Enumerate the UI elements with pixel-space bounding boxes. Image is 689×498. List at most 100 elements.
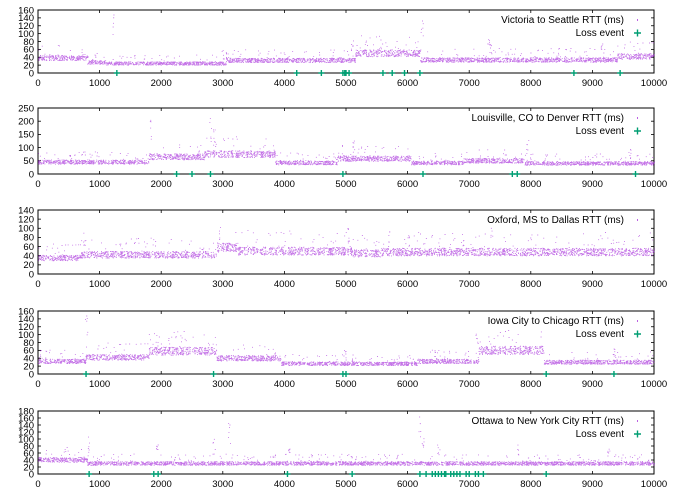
rtt-points (38, 315, 655, 366)
y-tick-label: 50 (23, 156, 34, 167)
loss-event-marker (189, 171, 195, 177)
loss-event-marker (389, 70, 396, 76)
y-tick-label: 250 (18, 103, 34, 114)
loss-event-marker (617, 70, 624, 76)
x-tick-label: 10000 (641, 179, 667, 190)
y-tick-label: 100 (18, 434, 34, 445)
loss-event-marker (543, 371, 550, 377)
x-tick-label: 3000 (212, 179, 233, 190)
loss-event-marker (456, 471, 463, 477)
y-tick-label: 20 (23, 60, 34, 71)
y-tick-label: 140 (18, 420, 34, 431)
chart-panel-5: 0 1000 2000 3000 4000 5000 6000 7000 8000 9000 100… (18, 406, 667, 490)
x-tick-label: 8000 (520, 179, 541, 190)
legend-rtt-label: Ottawa to New York City RTT (ms) (472, 416, 624, 427)
x-tick-label: 3000 (212, 379, 233, 390)
y-tick-label: 140 (18, 13, 34, 24)
rtt-points (38, 14, 655, 66)
y-tick-label: 160 (18, 413, 34, 424)
loss-event-marker (293, 70, 300, 76)
rtt-points (38, 416, 655, 466)
x-tick-label: 1000 (89, 379, 110, 390)
legend-rtt-label: Louisville, CO to Denver RTT (ms) (472, 113, 624, 124)
x-tick-label: 8000 (520, 279, 541, 290)
loss-event-marker (155, 471, 162, 477)
loss-event-marker (318, 70, 325, 76)
x-tick-label: 6000 (397, 179, 418, 190)
y-tick-label: 40 (23, 455, 34, 466)
loss-event-marker (543, 471, 550, 477)
y-tick-label: 140 (18, 205, 34, 216)
y-tick-label: 150 (18, 130, 34, 141)
y-tick-label: 40 (23, 251, 34, 262)
loss-event-marker (349, 471, 356, 477)
x-tick-label: 5000 (335, 179, 356, 190)
x-tick-label: 5000 (335, 279, 356, 290)
legend-rtt-label: Oxford, MS to Dallas RTT (ms) (487, 215, 624, 226)
x-tick-label: 0 (35, 179, 40, 190)
x-tick-label: 4000 (274, 479, 295, 490)
loss-event-marker (339, 171, 346, 177)
x-tick-label: 5000 (335, 78, 356, 89)
y-tick-label: 160 (18, 5, 34, 16)
x-tick-label: 0 (35, 379, 40, 390)
y-tick-label: 120 (18, 322, 34, 333)
loss-event-marker (423, 471, 430, 477)
y-tick-label: 100 (18, 143, 34, 154)
x-tick-label: 1000 (89, 479, 110, 490)
y-tick-label: 60 (23, 346, 34, 357)
legend-loss-swatch (634, 430, 641, 438)
y-tick-label: 60 (23, 242, 34, 253)
x-tick-label: 5000 (335, 479, 356, 490)
rtt-points (38, 118, 655, 166)
x-tick-label: 8000 (520, 78, 541, 89)
loss-event-marker (466, 471, 473, 477)
x-tick-label: 2000 (151, 379, 172, 390)
legend-loss-swatch (634, 29, 641, 37)
loss-event-marker (610, 371, 617, 377)
loss-event-marker (480, 471, 487, 477)
x-tick-label: 9000 (582, 279, 603, 290)
loss-event-marker (210, 371, 217, 377)
y-tick-label: 120 (18, 427, 34, 438)
chart-panel-4: 0 1000 2000 3000 4000 5000 6000 7000 8000 9000 100… (18, 306, 667, 390)
loss-event-marker (570, 70, 577, 76)
x-tick-label: 10000 (641, 379, 667, 390)
y-tick-label: 40 (23, 53, 34, 64)
x-tick-label: 3000 (212, 78, 233, 89)
legend-loss-label: Loss event (576, 28, 625, 39)
y-tick-label: 40 (23, 354, 34, 365)
loss-event-marker (514, 171, 521, 177)
x-tick-label: 7000 (459, 479, 480, 490)
y-tick-label: 60 (23, 448, 34, 459)
y-tick-label: 180 (18, 406, 34, 417)
y-tick-label: 20 (23, 462, 34, 473)
y-tick-label: 200 (18, 117, 34, 128)
y-tick-label: 20 (23, 260, 34, 271)
loss-event-marker (401, 70, 408, 76)
loss-event-marker (346, 70, 353, 76)
loss-event-marker (83, 371, 90, 377)
x-tick-label: 4000 (274, 179, 295, 190)
chart-panel-1: 0 1000 2000 3000 4000 5000 6000 7000 8000 9000 100… (18, 5, 667, 89)
legend-loss-label: Loss event (576, 329, 625, 340)
x-tick-label: 7000 (459, 279, 480, 290)
x-tick-label: 8000 (520, 379, 541, 390)
y-tick-label: 100 (18, 330, 34, 341)
y-tick-label: 20 (23, 361, 34, 372)
x-tick-label: 3000 (212, 479, 233, 490)
y-tick-label: 0 (29, 369, 34, 380)
x-tick-label: 1000 (89, 279, 110, 290)
x-tick-label: 6000 (397, 479, 418, 490)
x-tick-label: 10000 (641, 479, 667, 490)
rtt-points (38, 226, 655, 262)
x-tick-label: 10000 (641, 78, 667, 89)
legend-loss-label: Loss event (576, 429, 625, 440)
y-tick-label: 80 (23, 233, 34, 244)
legend-loss-swatch (634, 127, 641, 135)
x-tick-label: 9000 (582, 379, 603, 390)
chart-panel-2: 0 1000 2000 3000 4000 5000 6000 7000 8000 9000 100… (18, 103, 667, 190)
x-tick-label: 6000 (397, 379, 418, 390)
loss-event-marker (113, 70, 120, 76)
